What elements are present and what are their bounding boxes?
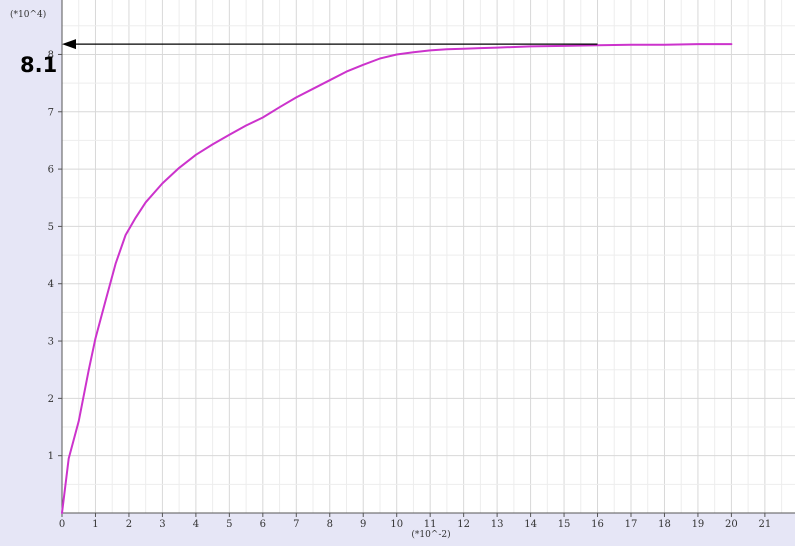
x-tick-label: 1 [92, 519, 98, 530]
x-tick-labels: 0 1 2 3 4 5 6 7 8 9 10 11 12 13 14 15 16 17 18 19 20 21 [59, 513, 771, 530]
y-tick-labels: 1 2 3 4 5 6 7 8 [48, 50, 62, 462]
series-line [61, 43, 733, 514]
x-tick-label: 14 [524, 519, 537, 530]
x-tick-label: 20 [725, 519, 738, 530]
x-tick-label: 16 [591, 519, 604, 530]
y-tick-label: 1 [48, 451, 54, 462]
x-multiplier-label: (*10^-2) [411, 529, 450, 540]
y-tick-label: 7 [48, 107, 54, 118]
annotation-group: 8.1 [20, 39, 598, 77]
x-axis-panel [0, 513, 795, 550]
y-tick-label: 8 [48, 50, 54, 61]
x-tick-label: 12 [457, 519, 470, 530]
x-tick-label: 4 [193, 519, 199, 530]
callout-arrowhead [62, 39, 76, 50]
x-tick-label: 19 [692, 519, 705, 530]
x-tick-label: 17 [625, 519, 638, 530]
x-tick-label: 21 [759, 519, 772, 530]
y-tick-label: 2 [48, 394, 54, 405]
x-tick-label: 18 [658, 519, 671, 530]
x-tick-label: 15 [558, 519, 571, 530]
x-tick-label: 5 [226, 519, 232, 530]
y-multiplier-label: (*10^4) [10, 9, 46, 20]
series-group [61, 43, 733, 514]
callout-value-label: 8.1 [20, 53, 57, 77]
x-tick-label: 7 [293, 519, 299, 530]
y-axis-panel [0, 0, 62, 550]
y-tick-label: 5 [48, 222, 54, 233]
y-tick-label: 4 [48, 279, 54, 290]
y-gridlines [62, 25, 795, 485]
x-tick-label: 11 [424, 519, 437, 530]
bottom-edge [0, 546, 795, 550]
x-tick-label: 9 [360, 519, 366, 530]
plot-background [62, 0, 795, 513]
x-tick-label: 10 [390, 519, 403, 530]
x-tick-label: 13 [491, 519, 504, 530]
y-tick-label: 3 [48, 337, 54, 348]
x-tick-label: 3 [159, 519, 165, 530]
x-tick-label: 2 [126, 519, 132, 530]
y-tick-label: 6 [48, 165, 54, 176]
x-tick-label: 6 [260, 519, 266, 530]
x-tick-label: 0 [59, 519, 65, 530]
x-tick-label: 8 [327, 519, 333, 530]
